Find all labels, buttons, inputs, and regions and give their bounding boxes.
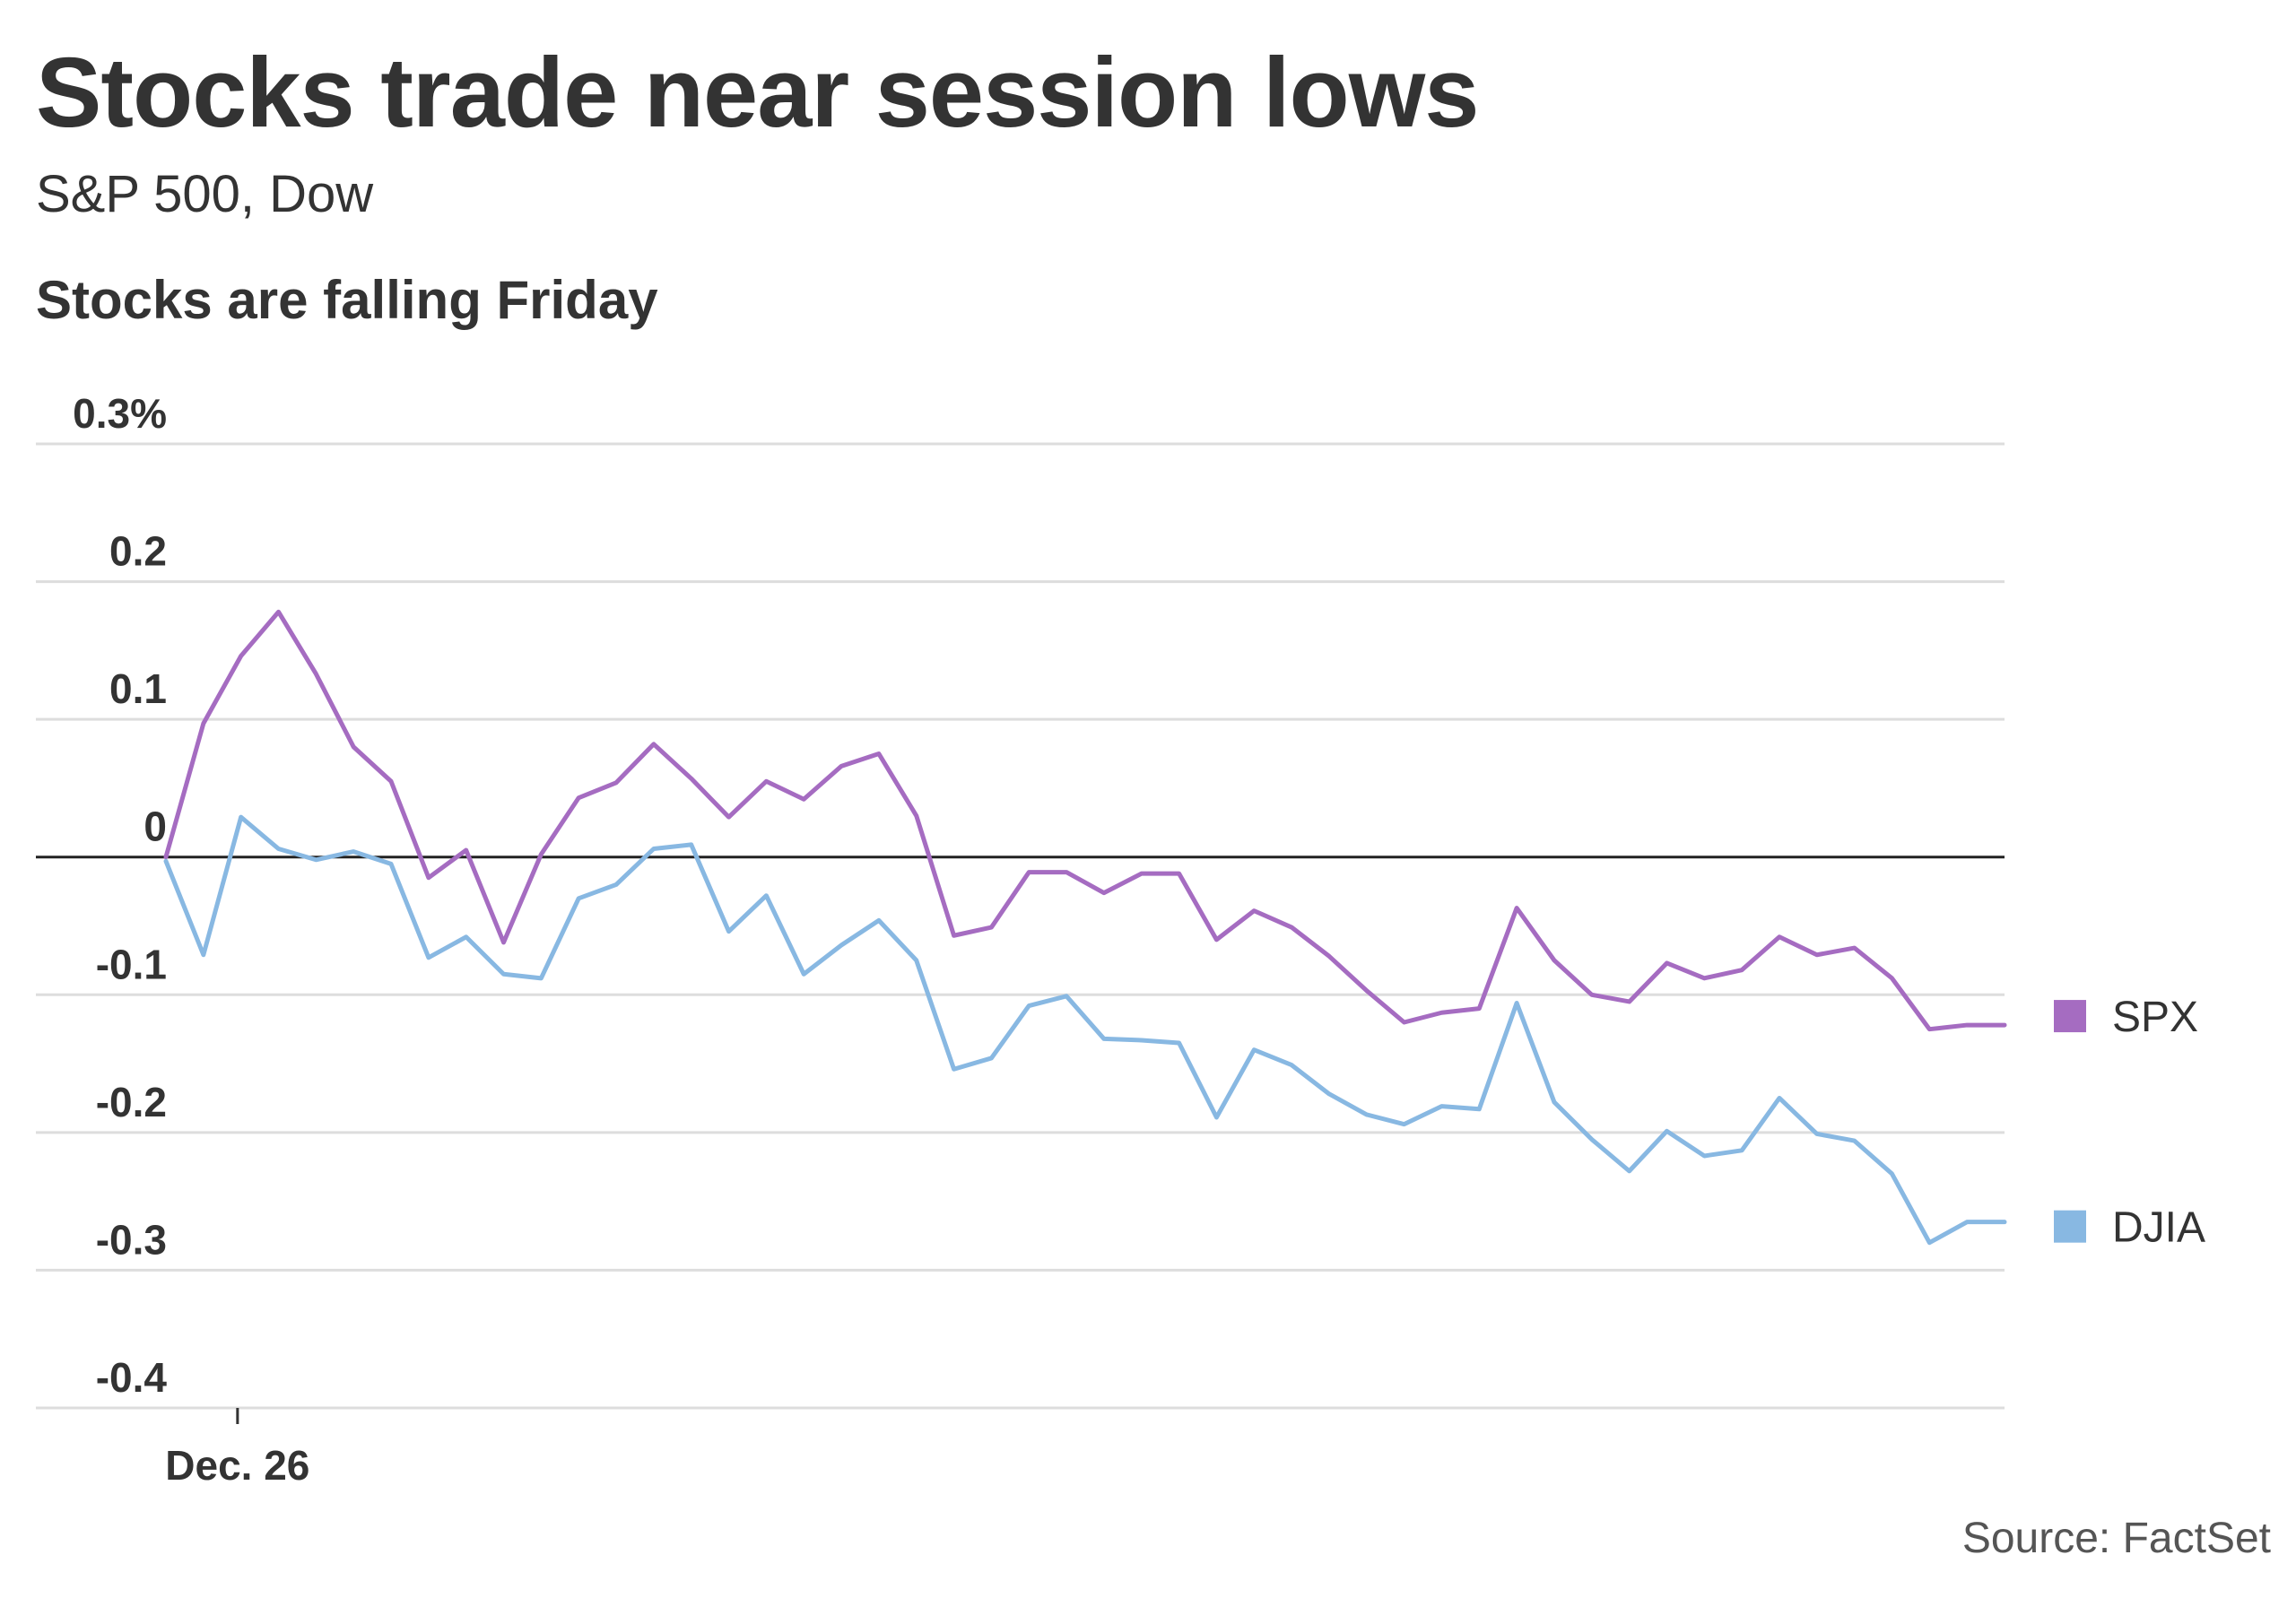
y-tick-label: 0.1 <box>109 665 167 712</box>
y-tick-label: -0.4 <box>96 1354 168 1401</box>
legend: SPX DJIA <box>2054 994 2205 1252</box>
series-line-spx <box>163 609 2007 1032</box>
grid-layer <box>36 442 2005 1410</box>
y-tick-label: 0 <box>144 804 167 850</box>
chart-heading: Stocks are falling Friday <box>36 270 658 330</box>
page-title: Stocks trade near session lows <box>36 38 1479 148</box>
y-tick-label: 0.3% <box>73 390 167 437</box>
y-tick-label: -0.3 <box>96 1216 167 1263</box>
line-chart: 0.3% 0.2 0.1 0 -0.1 -0.2 -0.3 -0.4 Dec. 26 SPX D… <box>36 390 2205 1489</box>
series-line-djia <box>163 814 2007 1246</box>
y-tick-label: 0.2 <box>109 528 167 575</box>
legend-label-djia: DJIA <box>2112 1204 2205 1252</box>
legend-label-spx: SPX <box>2112 994 2198 1041</box>
x-tick-label: Dec. 26 <box>165 1442 309 1489</box>
x-axis: Dec. 26 <box>165 1408 309 1489</box>
y-axis: 0.3% 0.2 0.1 0 -0.1 -0.2 -0.3 -0.4 <box>73 390 167 1401</box>
series-layer <box>163 609 2007 1246</box>
legend-swatch-spx <box>2054 1000 2086 1033</box>
legend-swatch-djia <box>2054 1210 2086 1243</box>
page-subtitle: S&P 500, Dow <box>36 165 374 223</box>
y-tick-label: -0.2 <box>96 1079 167 1125</box>
y-tick-label: -0.1 <box>96 941 167 987</box>
source-note: Source: FactSet <box>1961 1515 2271 1562</box>
